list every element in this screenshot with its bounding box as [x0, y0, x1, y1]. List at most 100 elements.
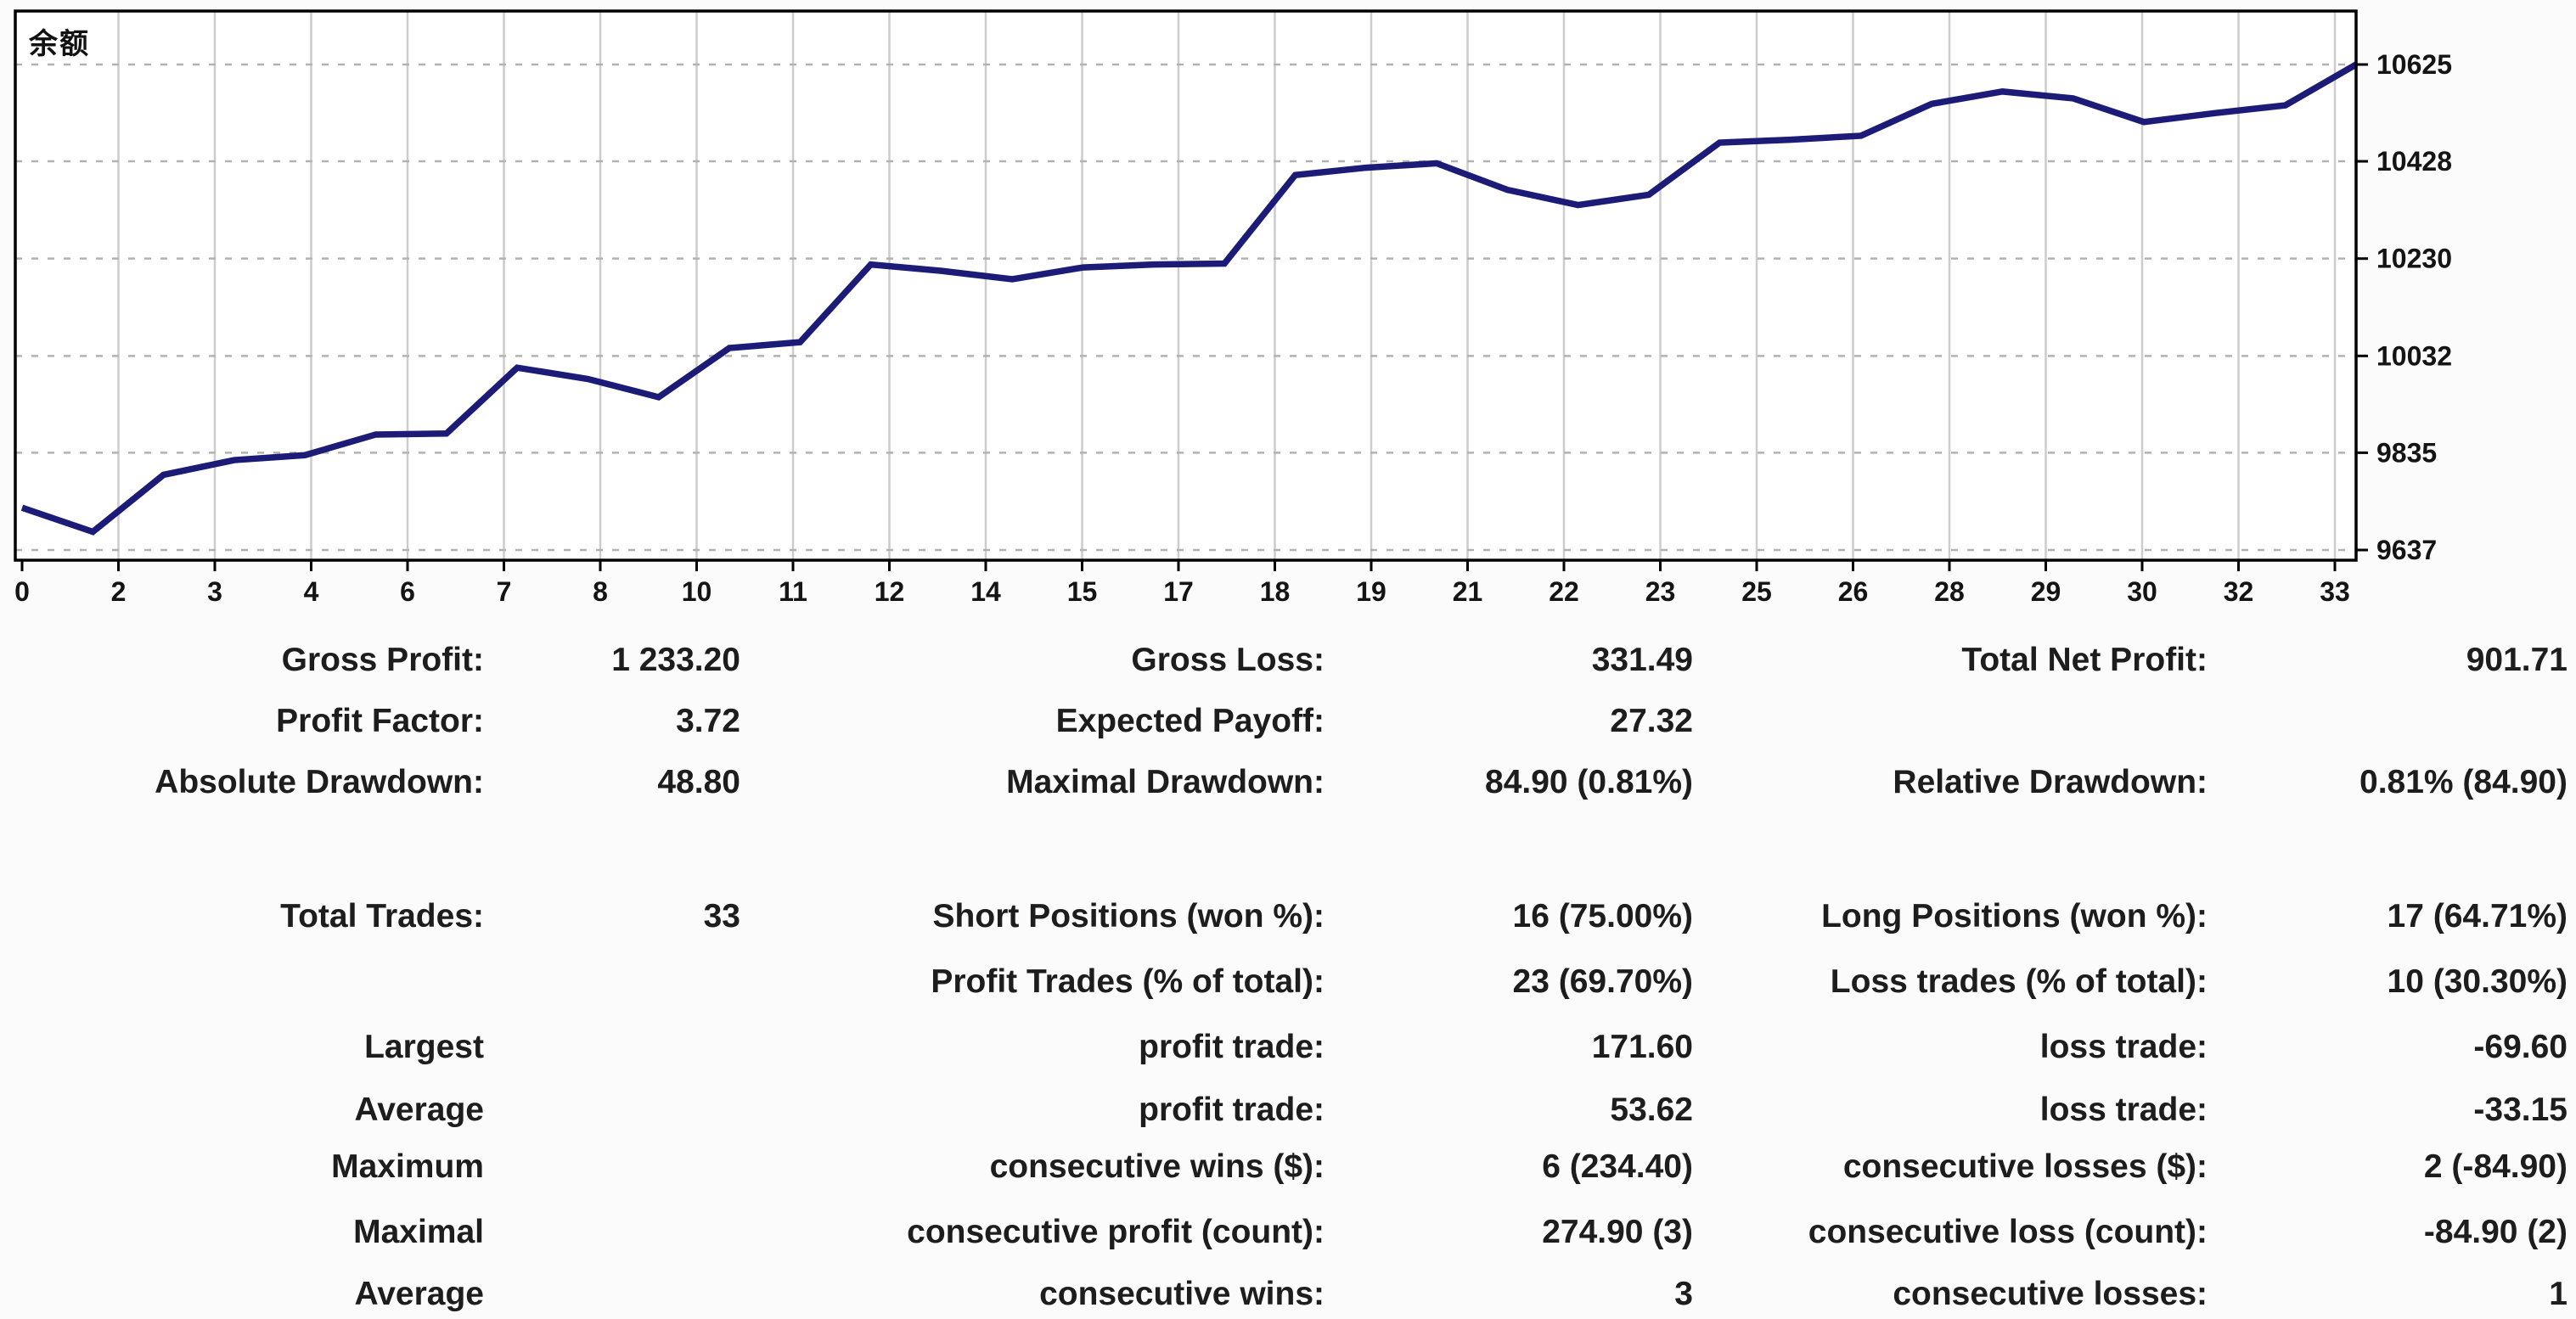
y-axis-tick-label: 10625 [2376, 49, 2452, 80]
stat-label: Maximal Drawdown: [1006, 764, 1325, 800]
x-axis-tick-label: 3 [207, 576, 222, 607]
stat-value: 48.80 [657, 764, 740, 800]
x-axis-tick-label: 21 [1453, 576, 1483, 607]
stat-label: consecutive losses: [1893, 1276, 2208, 1312]
stat-label: consecutive wins ($): [989, 1148, 1325, 1185]
stat-label: Profit Trades (% of total): [931, 963, 1325, 1000]
stat-label: Gross Loss: [1131, 642, 1325, 678]
stat-value: 0.81% (84.90) [2359, 764, 2568, 800]
y-axis-tick-label: 10032 [2376, 340, 2452, 371]
stat-value: 10 (30.30%) [2387, 963, 2568, 1000]
stat-label: Loss trades (% of total): [1830, 963, 2208, 1000]
x-axis-tick-label: 10 [682, 576, 712, 607]
stat-value: 171.60 [1591, 1029, 1693, 1065]
stat-label: loss trade: [2039, 1029, 2208, 1065]
stats-row: Total Trades: 33 Short Positions (won %): 1… [0, 884, 2568, 949]
stat-value: 274.90 (3) [1542, 1214, 1693, 1250]
stats-row: Profit Factor: 3.72 Expected Payoff: 27.32 [0, 689, 2568, 754]
stat-label: profit trade: [1139, 1092, 1325, 1128]
stat-label: profit trade: [1139, 1029, 1325, 1065]
stats-row: Average profit trade: 53.62 loss trade: -33.… [0, 1078, 2568, 1142]
chart-legend-label: 余额 [29, 28, 90, 60]
stats-row: Maximal consecutive profit (count): 274.90… [0, 1200, 2568, 1265]
stat-value: -84.90 (2) [2423, 1214, 2568, 1250]
x-axis-tick-label: 14 [970, 576, 1001, 607]
x-axis-tick-label: 17 [1163, 576, 1194, 607]
stats-row: Maximum consecutive wins ($): 6 (234.40) co… [0, 1135, 2568, 1199]
x-axis-tick-label: 29 [2031, 576, 2061, 607]
stat-label: consecutive wins: [1039, 1276, 1325, 1312]
stat-value: -33.15 [2473, 1092, 2568, 1128]
stat-label: Long Positions (won %): [1821, 898, 2208, 935]
x-axis-tick-label: 30 [2127, 576, 2157, 607]
stat-label: consecutive losses ($): [1842, 1148, 2208, 1185]
balance-chart: 10625 10428 10230 10032 9835 9637 0 2 3 4 6 7 8 10 11 1… [0, 0, 2576, 620]
plot-area [15, 11, 2356, 560]
stat-label: Relative Drawdown: [1893, 764, 2208, 800]
x-axis-tick-label: 12 [875, 576, 905, 607]
stat-label: Profit Factor: [276, 703, 484, 739]
x-axis-tick-label: 15 [1067, 576, 1098, 607]
stats-row: Gross Profit: 1 233.20 Gross Loss: 331.49 To… [0, 628, 2568, 693]
stats-row: Profit Trades (% of total): 23 (69.70%) Lo… [0, 950, 2568, 1014]
stat-label: Average [354, 1092, 484, 1128]
stats-row: Average consecutive wins: 3 consecutive los… [0, 1262, 2568, 1319]
stat-label: consecutive profit (count): [907, 1214, 1325, 1250]
stat-value: 2 (-84.90) [2423, 1148, 2568, 1185]
x-axis-tick-label: 11 [779, 576, 807, 607]
stat-value: 23 (69.70%) [1512, 963, 1693, 1000]
stat-value: 33 [703, 898, 740, 935]
x-axis-tick-label: 4 [304, 576, 319, 607]
x-axis-tick-label: 8 [593, 576, 608, 607]
stat-value: 1 233.20 [611, 642, 740, 678]
y-axis-tick-label: 9637 [2376, 535, 2437, 565]
stat-value: 331.49 [1591, 642, 1693, 678]
x-axis-tick-label: 25 [1741, 576, 1772, 607]
stats-row: Absolute Drawdown: 48.80 Maximal Drawdown:… [0, 750, 2568, 815]
x-axis-tick-label: 26 [1838, 576, 1869, 607]
stat-value: 16 (75.00%) [1512, 898, 1693, 935]
stat-value: 901.71 [2466, 642, 2568, 678]
x-axis-tick-label: 23 [1645, 576, 1676, 607]
stat-value: 6 (234.40) [1542, 1148, 1693, 1185]
stat-value: 1 [2549, 1276, 2568, 1312]
x-axis-tick-label: 33 [2320, 576, 2350, 607]
chart-border [14, 9, 2358, 562]
stat-label: consecutive loss (count): [1808, 1214, 2208, 1250]
x-axis-tick-label: 2 [111, 576, 127, 607]
stats-row: Largest profit trade: 171.60 loss trade: -69… [0, 1015, 2568, 1080]
x-axis-tick-label: 0 [14, 576, 30, 607]
stat-label: Largest [364, 1029, 484, 1065]
x-axis-tick-label: 28 [1934, 576, 1965, 607]
x-axis-tick-label: 22 [1549, 576, 1579, 607]
stat-value: 3 [1674, 1276, 1693, 1312]
stat-value: 17 (64.71%) [2387, 898, 2568, 935]
y-axis-tick-label: 10230 [2376, 244, 2452, 274]
stat-value: 53.62 [1610, 1092, 1693, 1128]
x-axis-tick-label: 6 [400, 576, 415, 607]
stat-label: Expected Payoff: [1055, 703, 1325, 739]
stat-value: 84.90 (0.81%) [1485, 764, 1693, 800]
stat-label: Absolute Drawdown: [155, 764, 484, 800]
stat-label: Maximum [331, 1148, 484, 1185]
x-axis-tick-label: 7 [497, 576, 512, 607]
x-axis-tick-label: 18 [1260, 576, 1291, 607]
stat-label: Average [354, 1276, 484, 1312]
x-axis-tick-label: 19 [1356, 576, 1386, 607]
balance-curve [20, 61, 2358, 536]
stat-label: Total Trades: [280, 898, 484, 935]
y-axis-tick-label: 9835 [2376, 437, 2437, 468]
stat-label: Short Positions (won %): [932, 898, 1325, 935]
stat-value: 27.32 [1610, 703, 1693, 739]
y-axis-tick-label: 10428 [2376, 146, 2452, 177]
stat-value: -69.60 [2473, 1029, 2568, 1065]
stat-label: Maximal [353, 1214, 484, 1250]
stat-value: 3.72 [676, 703, 740, 739]
stat-label: loss trade: [2039, 1092, 2208, 1128]
stat-label: Gross Profit: [281, 642, 484, 678]
x-axis-tick-label: 32 [2224, 576, 2254, 607]
stat-label: Total Net Profit: [1961, 642, 2208, 678]
